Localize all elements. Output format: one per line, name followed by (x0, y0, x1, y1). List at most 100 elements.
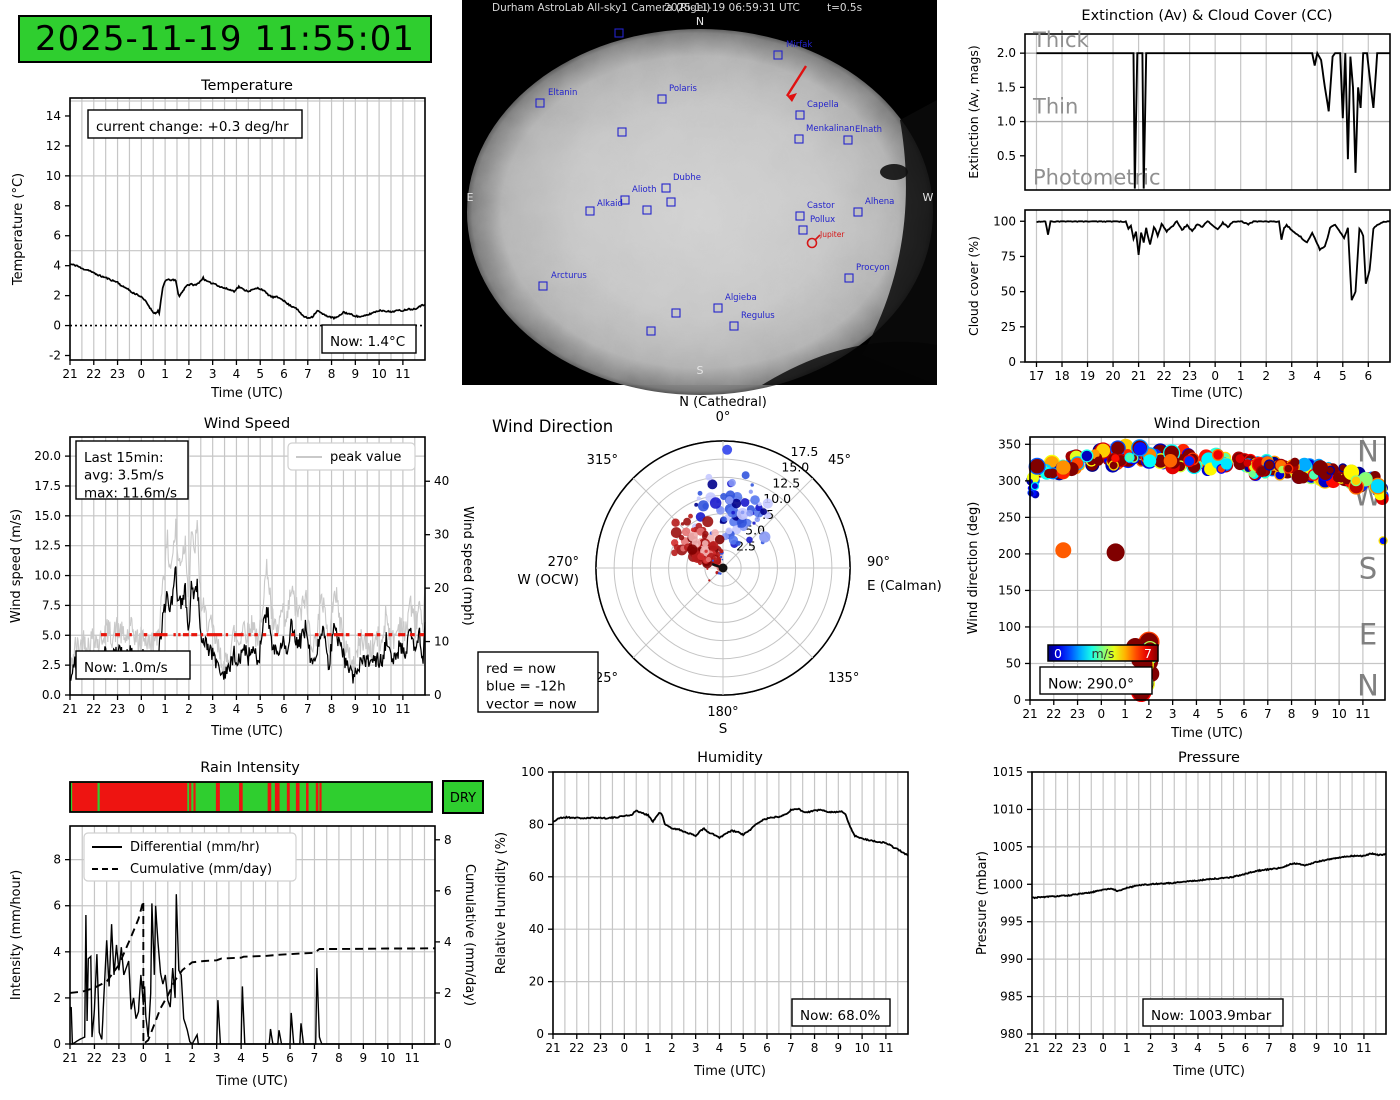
svg-text:11: 11 (1355, 707, 1370, 721)
svg-text:4: 4 (233, 702, 241, 716)
svg-text:11: 11 (405, 1051, 420, 1065)
svg-text:Alkaid: Alkaid (597, 199, 623, 209)
svg-text:22: 22 (569, 1041, 584, 1055)
svg-text:Alioth: Alioth (632, 185, 656, 195)
svg-text:Durham AstroLab All-sky1 Camer: Durham AstroLab All-sky1 Camera (Rigel) (492, 2, 710, 14)
svg-text:vector = now: vector = now (486, 696, 577, 712)
svg-text:8: 8 (444, 833, 452, 847)
svg-text:Intensity (mm/hour): Intensity (mm/hour) (9, 870, 24, 1000)
svg-text:Wind direction (deg): Wind direction (deg) (966, 502, 981, 635)
svg-text:0: 0 (1008, 355, 1016, 369)
svg-text:8: 8 (335, 1051, 343, 1065)
svg-text:100: 100 (521, 765, 544, 779)
svg-text:Alhena: Alhena (865, 197, 894, 207)
svg-text:Time (UTC): Time (UTC) (210, 386, 283, 401)
svg-text:11: 11 (878, 1041, 893, 1055)
wind-direction-polar: N (Cathedral)0° 45° 90° E (Calman) 135° 180°S… (477, 395, 942, 737)
svg-text:Arcturus: Arcturus (551, 271, 587, 281)
svg-text:5: 5 (262, 1051, 270, 1065)
svg-text:m/s: m/s (1092, 646, 1115, 661)
svg-text:3: 3 (1288, 369, 1296, 383)
svg-text:6: 6 (444, 884, 452, 898)
svg-text:990: 990 (1000, 952, 1023, 966)
svg-text:11: 11 (395, 702, 410, 716)
svg-text:N: N (1357, 668, 1379, 702)
svg-text:9: 9 (360, 1051, 368, 1065)
svg-text:E: E (467, 191, 474, 204)
svg-text:6: 6 (1240, 707, 1248, 721)
svg-text:4: 4 (237, 1051, 245, 1065)
svg-text:Temperature (°C): Temperature (°C) (11, 173, 26, 286)
svg-text:8: 8 (53, 199, 61, 213)
svg-text:0: 0 (140, 1051, 148, 1065)
svg-text:980: 980 (1000, 1027, 1023, 1041)
svg-text:0: 0 (138, 702, 146, 716)
svg-text:10: 10 (46, 169, 61, 183)
svg-text:11: 11 (1356, 1041, 1371, 1055)
svg-text:Polaris: Polaris (669, 84, 697, 94)
svg-text:0: 0 (1211, 369, 1219, 383)
star-annotations: Mirfak Eltanin Polaris Capella Menkalinan Eln… (535, 28, 894, 336)
svg-text:Now: 1.0m/s: Now: 1.0m/s (84, 660, 168, 676)
svg-text:22: 22 (1046, 707, 1061, 721)
svg-text:90°: 90° (867, 555, 890, 570)
svg-text:2: 2 (53, 289, 61, 303)
svg-text:4: 4 (444, 935, 452, 949)
svg-text:E: E (1359, 617, 1377, 651)
svg-text:2: 2 (444, 986, 452, 1000)
svg-text:N: N (1357, 435, 1379, 469)
svg-text:80: 80 (529, 817, 544, 831)
svg-text:20: 20 (434, 581, 449, 595)
svg-text:5: 5 (256, 702, 264, 716)
svg-text:Wind Direction: Wind Direction (1154, 416, 1261, 432)
svg-text:Humidity: Humidity (697, 750, 763, 766)
svg-text:2: 2 (185, 367, 193, 381)
svg-text:Differential (mm/hr): Differential (mm/hr) (130, 840, 260, 855)
svg-text:1: 1 (1237, 369, 1245, 383)
svg-text:Jupiter: Jupiter (819, 230, 845, 239)
svg-text:22: 22 (87, 1051, 102, 1065)
svg-text:3: 3 (1169, 707, 1177, 721)
timestamp-text: 2025-11-19 11:55:01 (34, 19, 416, 59)
svg-text:2: 2 (1262, 369, 1270, 383)
svg-text:6: 6 (1364, 369, 1372, 383)
svg-text:Now: 1003.9mbar: Now: 1003.9mbar (1151, 1008, 1272, 1024)
svg-text:4: 4 (233, 367, 241, 381)
svg-text:1: 1 (1123, 1041, 1131, 1055)
svg-text:2: 2 (188, 1051, 196, 1065)
svg-text:4: 4 (716, 1041, 724, 1055)
svg-text:10: 10 (371, 367, 386, 381)
svg-text:t=0.5s: t=0.5s (827, 2, 862, 14)
temperature-chart: 21 22 23 0 1 2 3 4 5 6 7 8 9 10 11-202468101214Tempera… (11, 78, 426, 401)
svg-text:Time (UTC): Time (UTC) (1170, 726, 1243, 741)
svg-text:75: 75 (1001, 249, 1016, 263)
svg-text:0: 0 (138, 367, 146, 381)
svg-text:40: 40 (529, 922, 544, 936)
svg-text:10: 10 (1331, 707, 1346, 721)
svg-text:150: 150 (998, 583, 1021, 597)
svg-text:Time (UTC): Time (UTC) (215, 1074, 288, 1089)
svg-text:200: 200 (998, 547, 1021, 561)
svg-text:19: 19 (1080, 369, 1095, 383)
svg-text:1: 1 (164, 1051, 172, 1065)
svg-text:1.0: 1.0 (997, 115, 1016, 129)
svg-text:8: 8 (811, 1041, 819, 1055)
svg-text:6: 6 (286, 1051, 294, 1065)
svg-text:9: 9 (352, 702, 360, 716)
svg-text:Extinction (Av) & Cloud Cover: Extinction (Av) & Cloud Cover (CC) (1081, 8, 1332, 24)
svg-text:10: 10 (371, 702, 386, 716)
svg-text:18: 18 (1054, 369, 1069, 383)
svg-text:17: 17 (1029, 369, 1044, 383)
svg-text:6: 6 (53, 899, 61, 913)
svg-text:23: 23 (110, 367, 125, 381)
svg-text:Last 15min:: Last 15min: (84, 450, 164, 466)
svg-text:max: 11.6m/s: max: 11.6m/s (84, 485, 177, 501)
svg-text:45°: 45° (828, 453, 851, 468)
svg-text:180°: 180° (707, 705, 738, 720)
svg-text:current change: +0.3 deg/hr: current change: +0.3 deg/hr (96, 119, 289, 135)
svg-text:3: 3 (209, 702, 217, 716)
svg-text:6: 6 (763, 1041, 771, 1055)
svg-text:0: 0 (434, 688, 442, 702)
svg-text:0°: 0° (716, 410, 731, 425)
